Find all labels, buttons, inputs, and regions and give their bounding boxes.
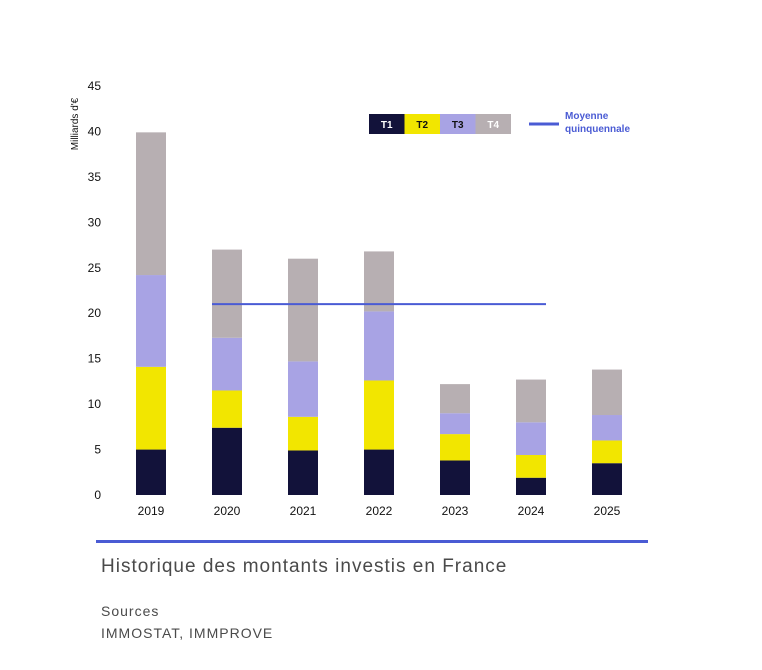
sources-label: Sources [101, 603, 160, 619]
x-axis-ticks: 2019 2020 2021 2022 2023 2024 2025 [138, 504, 621, 518]
y-tick-label: 30 [88, 215, 102, 229]
x-tick-label: 2019 [138, 504, 165, 518]
bar-segment-t2-2021 [288, 416, 318, 451]
legend-average-label-line2: quinquennale [565, 124, 630, 135]
bar-segment-t2-2022 [364, 380, 394, 450]
bar-segment-t3-2023 [440, 413, 470, 435]
bar-segment-t3-2021 [288, 361, 318, 417]
bar-segment-t4-2024 [516, 379, 546, 423]
legend-swatch-t4 [475, 114, 511, 134]
sources-value: IMMOSTAT, IMMPROVE [101, 625, 274, 641]
bar-segment-t4-2019 [136, 132, 166, 276]
y-tick-label: 25 [88, 261, 102, 275]
bar-segment-t2-2023 [440, 434, 470, 461]
bar-segment-t4-2025 [592, 369, 622, 416]
y-tick-label: 20 [88, 306, 102, 320]
bar-segment-t3-2019 [136, 275, 166, 367]
bar-segment-t3-2020 [212, 337, 242, 391]
legend-swatch-t1 [369, 114, 405, 134]
x-tick-label: 2023 [442, 504, 469, 518]
bar-segment-t2-2019 [136, 366, 166, 450]
y-tick-label: 40 [88, 124, 102, 138]
bar-segment-t2-2020 [212, 390, 242, 428]
bar-segment-t1-2023 [440, 460, 470, 495]
y-tick-label: 15 [88, 352, 102, 366]
bar-segment-t1-2025 [592, 463, 622, 495]
legend-average-label-line1: Moyenne [565, 111, 609, 122]
bar-segment-t3-2024 [516, 422, 546, 456]
legend-label-t3: T3 [452, 120, 464, 131]
x-tick-label: 2024 [518, 504, 545, 518]
x-tick-label: 2025 [594, 504, 621, 518]
legend-swatch-t2 [404, 114, 440, 134]
bar-segment-t4-2020 [212, 249, 242, 338]
y-axis-label: Milliards d'€ [70, 97, 81, 150]
y-tick-label: 0 [94, 488, 101, 502]
y-tick-label: 5 [94, 443, 101, 457]
bar-segment-t2-2024 [516, 455, 546, 478]
legend-label-t4: T4 [487, 120, 499, 131]
x-tick-label: 2021 [290, 504, 317, 518]
y-tick-label: 45 [88, 79, 102, 93]
legend-label-t1: T1 [381, 120, 393, 131]
y-tick-label: 10 [88, 397, 102, 411]
legend-swatch-t3 [440, 114, 476, 134]
bars [136, 132, 622, 495]
bar-segment-t4-2022 [364, 251, 394, 312]
x-tick-label: 2022 [366, 504, 393, 518]
y-axis-ticks: 0 5 10 15 20 25 30 35 40 45 [88, 79, 102, 502]
chart-caption-title: Historique des montants investis en Fran… [101, 556, 508, 577]
legend: T1 T2 T3 T4 Moyenne quinquennale [369, 111, 630, 135]
bar-segment-t4-2023 [440, 384, 470, 414]
y-tick-label: 35 [88, 170, 102, 184]
bar-segment-t4-2021 [288, 258, 318, 362]
bar-segment-t3-2025 [592, 415, 622, 441]
bar-segment-t1-2019 [136, 449, 166, 495]
bar-segment-t2-2025 [592, 440, 622, 464]
x-tick-label: 2020 [214, 504, 241, 518]
bar-segment-t1-2024 [516, 477, 546, 495]
bar-segment-t3-2022 [364, 311, 394, 381]
legend-label-t2: T2 [416, 120, 428, 131]
caption-divider [96, 540, 648, 543]
bar-segment-t1-2022 [364, 449, 394, 495]
bar-segment-t1-2020 [212, 427, 242, 495]
bar-segment-t1-2021 [288, 450, 318, 495]
